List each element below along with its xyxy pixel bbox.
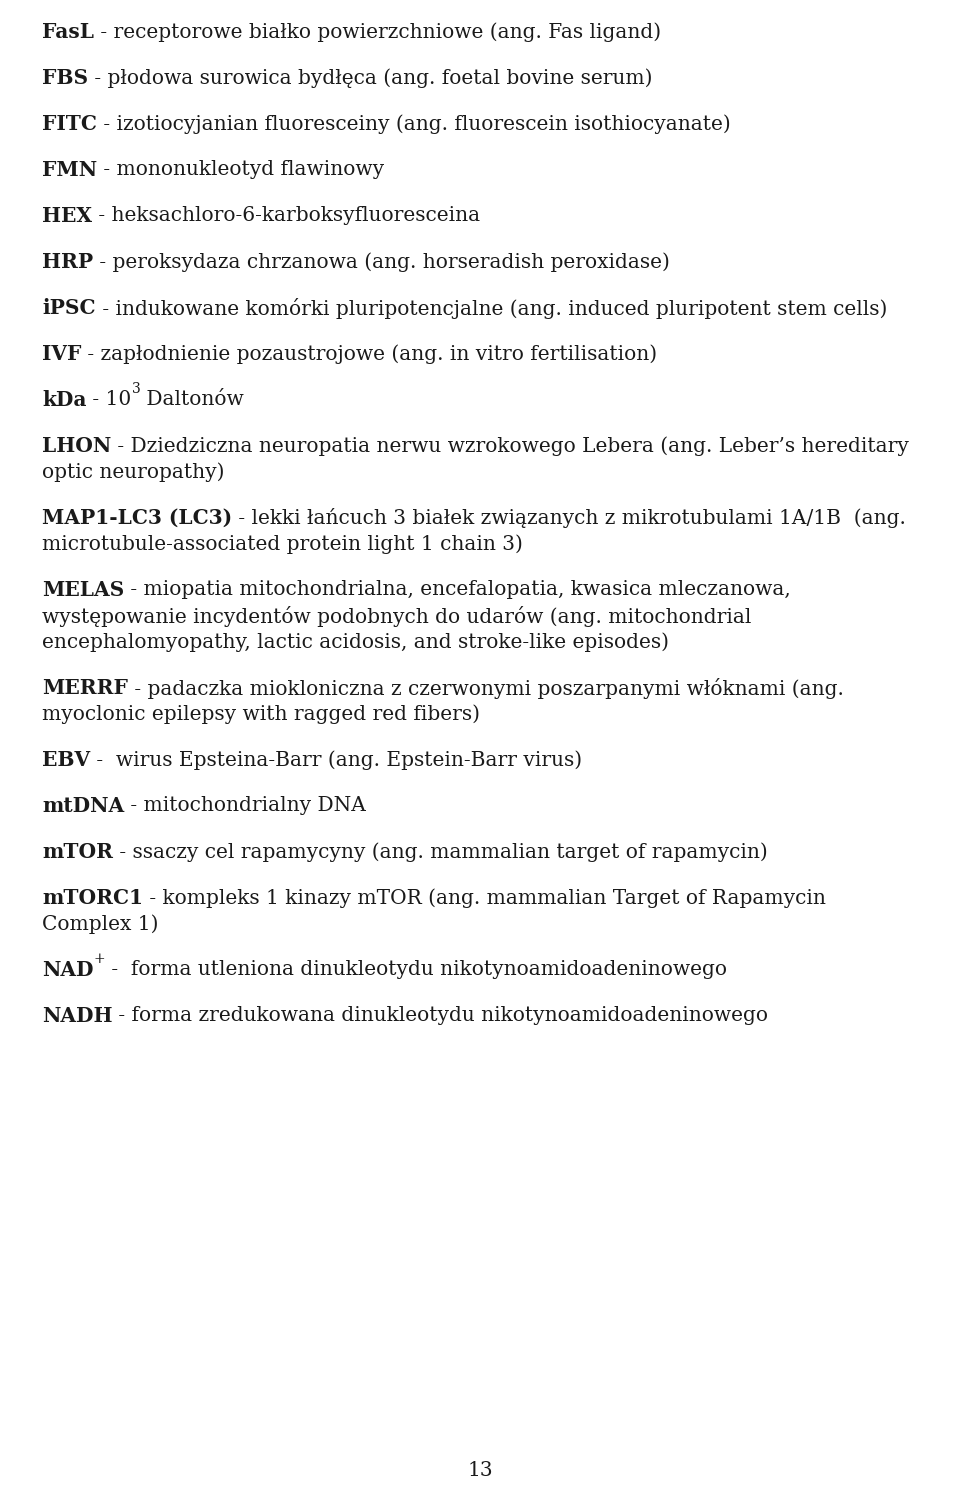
Text: 13: 13 [468,1460,492,1480]
Text: myoclonic epilepsy with ragged red fibers): myoclonic epilepsy with ragged red fiber… [42,704,480,723]
Text: kDa: kDa [42,390,86,411]
Text: 3: 3 [132,382,140,396]
Text: Daltonów: Daltonów [140,390,244,409]
Text: HRP: HRP [42,253,93,272]
Text: IVF: IVF [42,344,82,364]
Text: - lekki łańcuch 3 białek związanych z mikrotubulami 1A/1B  (ang.: - lekki łańcuch 3 białek związanych z mi… [232,508,906,528]
Text: - izotiocyjanian fluoresceiny (ang. fluorescein isothiocyanate): - izotiocyjanian fluoresceiny (ang. fluo… [97,114,731,134]
Text: Complex 1): Complex 1) [42,914,158,934]
Text: +: + [93,952,106,966]
Text: - indukowane komórki pluripotencjalne (ang. induced pluripotent stem cells): - indukowane komórki pluripotencjalne (a… [95,298,887,319]
Text: mTORC1: mTORC1 [42,887,143,908]
Text: FasL: FasL [42,23,94,42]
Text: - zapłodnienie pozaustrojowe (ang. in vitro fertilisation): - zapłodnienie pozaustrojowe (ang. in vi… [82,344,658,364]
Text: optic neuropathy): optic neuropathy) [42,462,225,481]
Text: NAD: NAD [42,960,93,981]
Text: NADH: NADH [42,1006,112,1026]
Text: - mononukleotyd flawinowy: - mononukleotyd flawinowy [97,159,384,179]
Text: EBV: EBV [42,750,90,770]
Text: - płodowa surowica bydłęca (ang. foetal bovine serum): - płodowa surowica bydłęca (ang. foetal … [88,68,653,87]
Text: występowanie incydentów podobnych do udarów (ang. mitochondrial: występowanie incydentów podobnych do uda… [42,606,752,627]
Text: - padaczka miokloniczna z czerwonymi poszarpanymi włóknami (ang.: - padaczka miokloniczna z czerwonymi pos… [128,678,844,699]
Text: MAP1-LC3 (LC3): MAP1-LC3 (LC3) [42,508,232,528]
Text: iPSC: iPSC [42,298,95,317]
Text: -  forma utleniona dinukleotydu nikotynoamidoadeninowego: - forma utleniona dinukleotydu nikotynoa… [106,960,727,979]
Text: - peroksydaza chrzanowa (ang. horseradish peroxidase): - peroksydaza chrzanowa (ang. horseradis… [93,253,670,272]
Text: mTOR: mTOR [42,842,113,862]
Text: - 10: - 10 [86,390,132,409]
Text: - miopatia mitochondrialna, encefalopatia, kwasica mleczanowa,: - miopatia mitochondrialna, encefalopati… [124,581,791,599]
Text: - forma zredukowana dinukleotydu nikotynoamidoadeninowego: - forma zredukowana dinukleotydu nikotyn… [112,1006,769,1026]
Text: - kompleks 1 kinazy mTOR (ang. mammalian Target of Rapamycin: - kompleks 1 kinazy mTOR (ang. mammalian… [143,887,826,907]
Text: encephalomyopathy, lactic acidosis, and stroke-like episodes): encephalomyopathy, lactic acidosis, and … [42,632,669,651]
Text: FBS: FBS [42,68,88,89]
Text: MELAS: MELAS [42,581,124,600]
Text: - heksachloro-6-karboksyfluoresceina: - heksachloro-6-karboksyfluoresceina [92,206,480,226]
Text: mtDNA: mtDNA [42,796,124,817]
Text: -  wirus Epsteina-Barr (ang. Epstein-Barr virus): - wirus Epsteina-Barr (ang. Epstein-Barr… [90,750,583,770]
Text: - mitochondrialny DNA: - mitochondrialny DNA [124,796,366,815]
Text: - ssaczy cel rapamycyny (ang. mammalian target of rapamycin): - ssaczy cel rapamycyny (ang. mammalian … [113,842,768,862]
Text: MERRF: MERRF [42,678,128,698]
Text: - Dziedziczna neuropatia nerwu wzrokowego Lebera (ang. Leber’s hereditary: - Dziedziczna neuropatia nerwu wzrokoweg… [111,436,909,456]
Text: - receptorowe białko powierzchniowe (ang. Fas ligand): - receptorowe białko powierzchniowe (ang… [94,23,661,42]
Text: microtubule-associated protein light 1 chain 3): microtubule-associated protein light 1 c… [42,534,523,553]
Text: HEX: HEX [42,206,92,226]
Text: FMN: FMN [42,159,97,180]
Text: FITC: FITC [42,114,97,134]
Text: LHON: LHON [42,436,111,456]
